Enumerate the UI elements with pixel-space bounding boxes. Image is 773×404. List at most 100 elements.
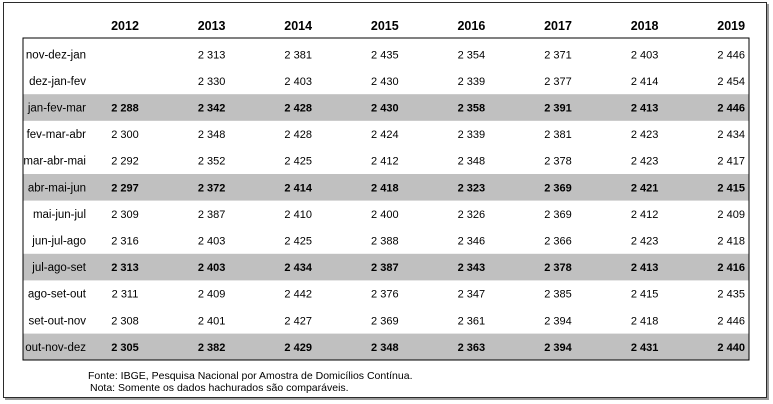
highlight-band (23, 174, 749, 201)
table-cell: 2 361 (458, 315, 486, 327)
table-cell: 2 430 (371, 76, 399, 88)
row-label: fev-mar-abr (27, 129, 87, 141)
table-cell: 2 352 (198, 156, 226, 168)
table-cell: 2 413 (631, 262, 659, 274)
table-cell: 2 442 (284, 289, 312, 301)
table-cell: 2 323 (458, 182, 486, 194)
highlight-bands (23, 94, 749, 361)
table-cell: 2 308 (111, 315, 139, 327)
table-cell: 2 297 (111, 182, 139, 194)
column-header: 2016 (457, 19, 485, 33)
table-cell: 2 388 (371, 236, 399, 248)
row-label: jun-jul-ago (31, 236, 86, 248)
row-labels: nov-dez-jan dez-jan-fev jan-fev-mar fev-mar… (23, 49, 86, 354)
highlight-band (23, 333, 749, 361)
table-cell: 2 435 (717, 289, 745, 301)
table-cell: 2 309 (111, 209, 139, 221)
table-cell: 2 423 (631, 156, 659, 168)
table-cell: 2 417 (717, 156, 745, 168)
highlight-band (23, 94, 749, 121)
table-cell: 2 425 (284, 156, 312, 168)
table-cell: 2 387 (371, 262, 399, 274)
table-cell: 2 342 (198, 103, 226, 115)
table-cell: 2 378 (544, 262, 572, 274)
table-cell: 2 435 (371, 49, 399, 61)
table-cell: 2 292 (111, 156, 139, 168)
table-cell: 2 385 (544, 289, 572, 301)
table-cell: 2 409 (717, 209, 745, 221)
table-cell: 2 348 (458, 156, 486, 168)
source-note: Fonte: IBGE, Pesquisa Nacional por Amost… (88, 370, 413, 382)
table-cell: 2 366 (544, 236, 572, 248)
table-cell: 2 316 (111, 236, 139, 248)
table-cell: 2 394 (544, 315, 572, 327)
row-label: out-nov-dez (25, 342, 86, 354)
table-cell: 2 381 (284, 49, 312, 61)
table-cell: 2 403 (198, 262, 226, 274)
table-cell: 2 326 (458, 209, 486, 221)
table-cell: 2 354 (458, 49, 486, 61)
table-cell: 2 347 (458, 289, 486, 301)
table-cell: 2 288 (111, 103, 139, 115)
row-label: set-out-nov (28, 315, 86, 327)
table-cell: 2 391 (544, 103, 572, 115)
table-cell: 2 431 (631, 342, 659, 354)
row-label: jul-ago-set (31, 262, 86, 274)
table-cell: 2 382 (198, 342, 226, 354)
table-cell: 2 427 (284, 315, 312, 327)
column-header: 2014 (284, 19, 312, 33)
table-cell: 2 440 (717, 342, 745, 354)
table-cell: 2 409 (198, 289, 226, 301)
table-cell: 2 376 (371, 289, 399, 301)
table-cell: 2 346 (458, 236, 486, 248)
row-label: abr-mai-jun (28, 182, 86, 194)
highlight-band (23, 253, 749, 281)
table-cell: 2 428 (284, 103, 312, 115)
column-headers: 201220132014201520162017201820192020 (111, 19, 745, 33)
table-cell: 2 434 (717, 129, 745, 141)
table-cell: 2 371 (544, 49, 572, 61)
table-cell: 2 377 (544, 76, 572, 88)
table-cell: 2 381 (544, 129, 572, 141)
table-cell: 2 434 (284, 262, 312, 274)
column-header: 2013 (198, 19, 226, 33)
table-cell: 2 410 (284, 209, 312, 221)
row-label: jan-fev-mar (27, 103, 86, 115)
table-cell: 2 428 (284, 129, 312, 141)
table-cell: 2 305 (111, 342, 139, 354)
table-cell: 2 430 (371, 103, 399, 115)
table-cell: 2 348 (198, 129, 226, 141)
table-cell: 2 339 (458, 129, 486, 141)
table-cell: 2 415 (717, 182, 745, 194)
table-cell: 2 339 (458, 76, 486, 88)
table-cell: 2 414 (284, 182, 312, 194)
column-header: 2015 (371, 19, 399, 33)
table-cell: 2 403 (284, 76, 312, 88)
table-cell: 2 421 (631, 182, 659, 194)
table-cell: 2 415 (631, 289, 659, 301)
table-cell: 2 446 (717, 103, 745, 115)
row-label: mai-jun-jul (33, 209, 86, 221)
column-header: 2012 (111, 19, 139, 33)
table-cell: 2 363 (458, 342, 486, 354)
table-outline (22, 37, 750, 361)
table-cell: 2 454 (717, 76, 745, 88)
table-cell: 2 300 (111, 129, 139, 141)
table-cell: 2 424 (371, 129, 399, 141)
table-cell: 2 423 (631, 236, 659, 248)
column-header: 2017 (544, 19, 572, 33)
table-cell: 2 446 (717, 49, 745, 61)
table-cell: 2 418 (371, 182, 399, 194)
table-cell: 2 343 (458, 262, 486, 274)
table-cell: 2 446 (717, 315, 745, 327)
table-cell: 2 416 (717, 262, 745, 274)
table-cell: 2 403 (631, 49, 659, 61)
table-cell: 2 372 (198, 182, 226, 194)
table-cell: 2 394 (544, 342, 572, 354)
table-cell: 2 401 (198, 315, 226, 327)
table-cell: 2 418 (717, 236, 745, 248)
column-header: 2019 (717, 19, 745, 33)
table-cell: 2 412 (371, 156, 399, 168)
table-cell: 2 313 (111, 262, 139, 274)
table-cell: 2 423 (631, 129, 659, 141)
